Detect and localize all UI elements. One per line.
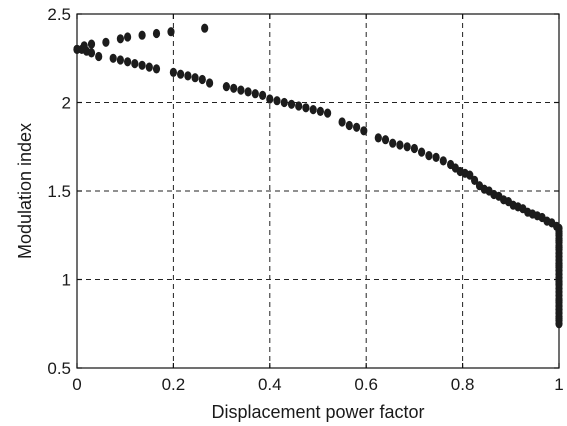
data-point	[138, 60, 146, 70]
data-point	[198, 74, 206, 85]
data-point	[555, 296, 563, 306]
data-point	[555, 278, 563, 288]
data-point	[230, 83, 238, 93]
data-point	[555, 243, 563, 253]
data-point	[338, 117, 346, 127]
data-point	[87, 39, 96, 49]
data-point	[316, 106, 324, 116]
data-point	[439, 156, 447, 166]
data-point	[102, 37, 110, 47]
data-point	[374, 133, 382, 143]
data-point	[324, 108, 332, 118]
data-point	[287, 99, 296, 109]
x-tick-label: 0.8	[451, 375, 475, 394]
data-point	[555, 260, 563, 270]
y-tick-label: 0.5	[47, 359, 71, 378]
data-point	[432, 152, 440, 162]
y-axis-label: Modulation index	[15, 123, 35, 259]
x-tick-label: 0	[72, 375, 81, 394]
data-point	[410, 143, 418, 154]
y-tick-label: 1.5	[47, 182, 71, 201]
data-point	[116, 34, 124, 44]
data-point	[138, 30, 146, 40]
data-point	[555, 228, 563, 239]
data-point	[109, 53, 117, 63]
data-point	[418, 147, 426, 157]
data-point	[295, 101, 303, 111]
data-point	[169, 67, 177, 77]
data-point	[145, 62, 153, 72]
data-point	[206, 78, 214, 88]
data-point	[131, 59, 139, 69]
data-point	[251, 89, 259, 99]
data-points	[73, 23, 563, 329]
data-point	[555, 236, 563, 246]
data-point	[471, 175, 479, 185]
data-point	[389, 138, 397, 148]
x-tick-label: 0.4	[258, 375, 282, 394]
data-point	[280, 97, 288, 108]
data-point	[302, 103, 310, 113]
data-point	[266, 94, 274, 104]
data-point	[116, 55, 124, 65]
data-point	[191, 73, 199, 83]
data-point	[201, 23, 209, 33]
y-tick-labels: 0.5 1 1.5 2 2.5	[47, 5, 71, 378]
x-axis-label: Displacement power factor	[211, 402, 424, 422]
data-point	[555, 313, 563, 323]
data-point	[396, 140, 404, 150]
data-point	[353, 122, 361, 132]
data-point	[177, 69, 185, 79]
data-point	[80, 41, 88, 51]
y-tick-label: 2.5	[47, 5, 71, 24]
data-point	[73, 44, 81, 55]
data-point	[124, 32, 132, 42]
data-point	[403, 142, 411, 152]
y-tick-label: 1	[62, 271, 71, 290]
x-tick-labels: 0 0.2 0.4 0.6 0.8 1	[72, 375, 563, 394]
data-point	[425, 151, 433, 161]
data-point	[345, 120, 353, 131]
x-tick-label: 0.2	[162, 375, 186, 394]
data-point	[237, 85, 245, 95]
data-point	[124, 57, 132, 67]
data-point	[95, 51, 103, 62]
data-point	[152, 28, 161, 39]
data-point	[222, 82, 230, 92]
data-point	[184, 71, 192, 81]
x-tick-label: 1	[554, 375, 563, 394]
x-tick-label: 0.6	[354, 375, 378, 394]
data-point	[167, 27, 175, 37]
data-point	[259, 90, 267, 100]
data-point	[309, 105, 317, 115]
data-point	[360, 126, 368, 136]
y-tick-label: 2	[62, 94, 71, 113]
data-point	[87, 48, 96, 58]
data-point	[381, 135, 390, 145]
data-point	[273, 96, 281, 106]
data-point	[244, 87, 252, 97]
data-point	[466, 170, 474, 180]
data-point	[152, 64, 161, 74]
axis-ticks	[76, 13, 560, 369]
